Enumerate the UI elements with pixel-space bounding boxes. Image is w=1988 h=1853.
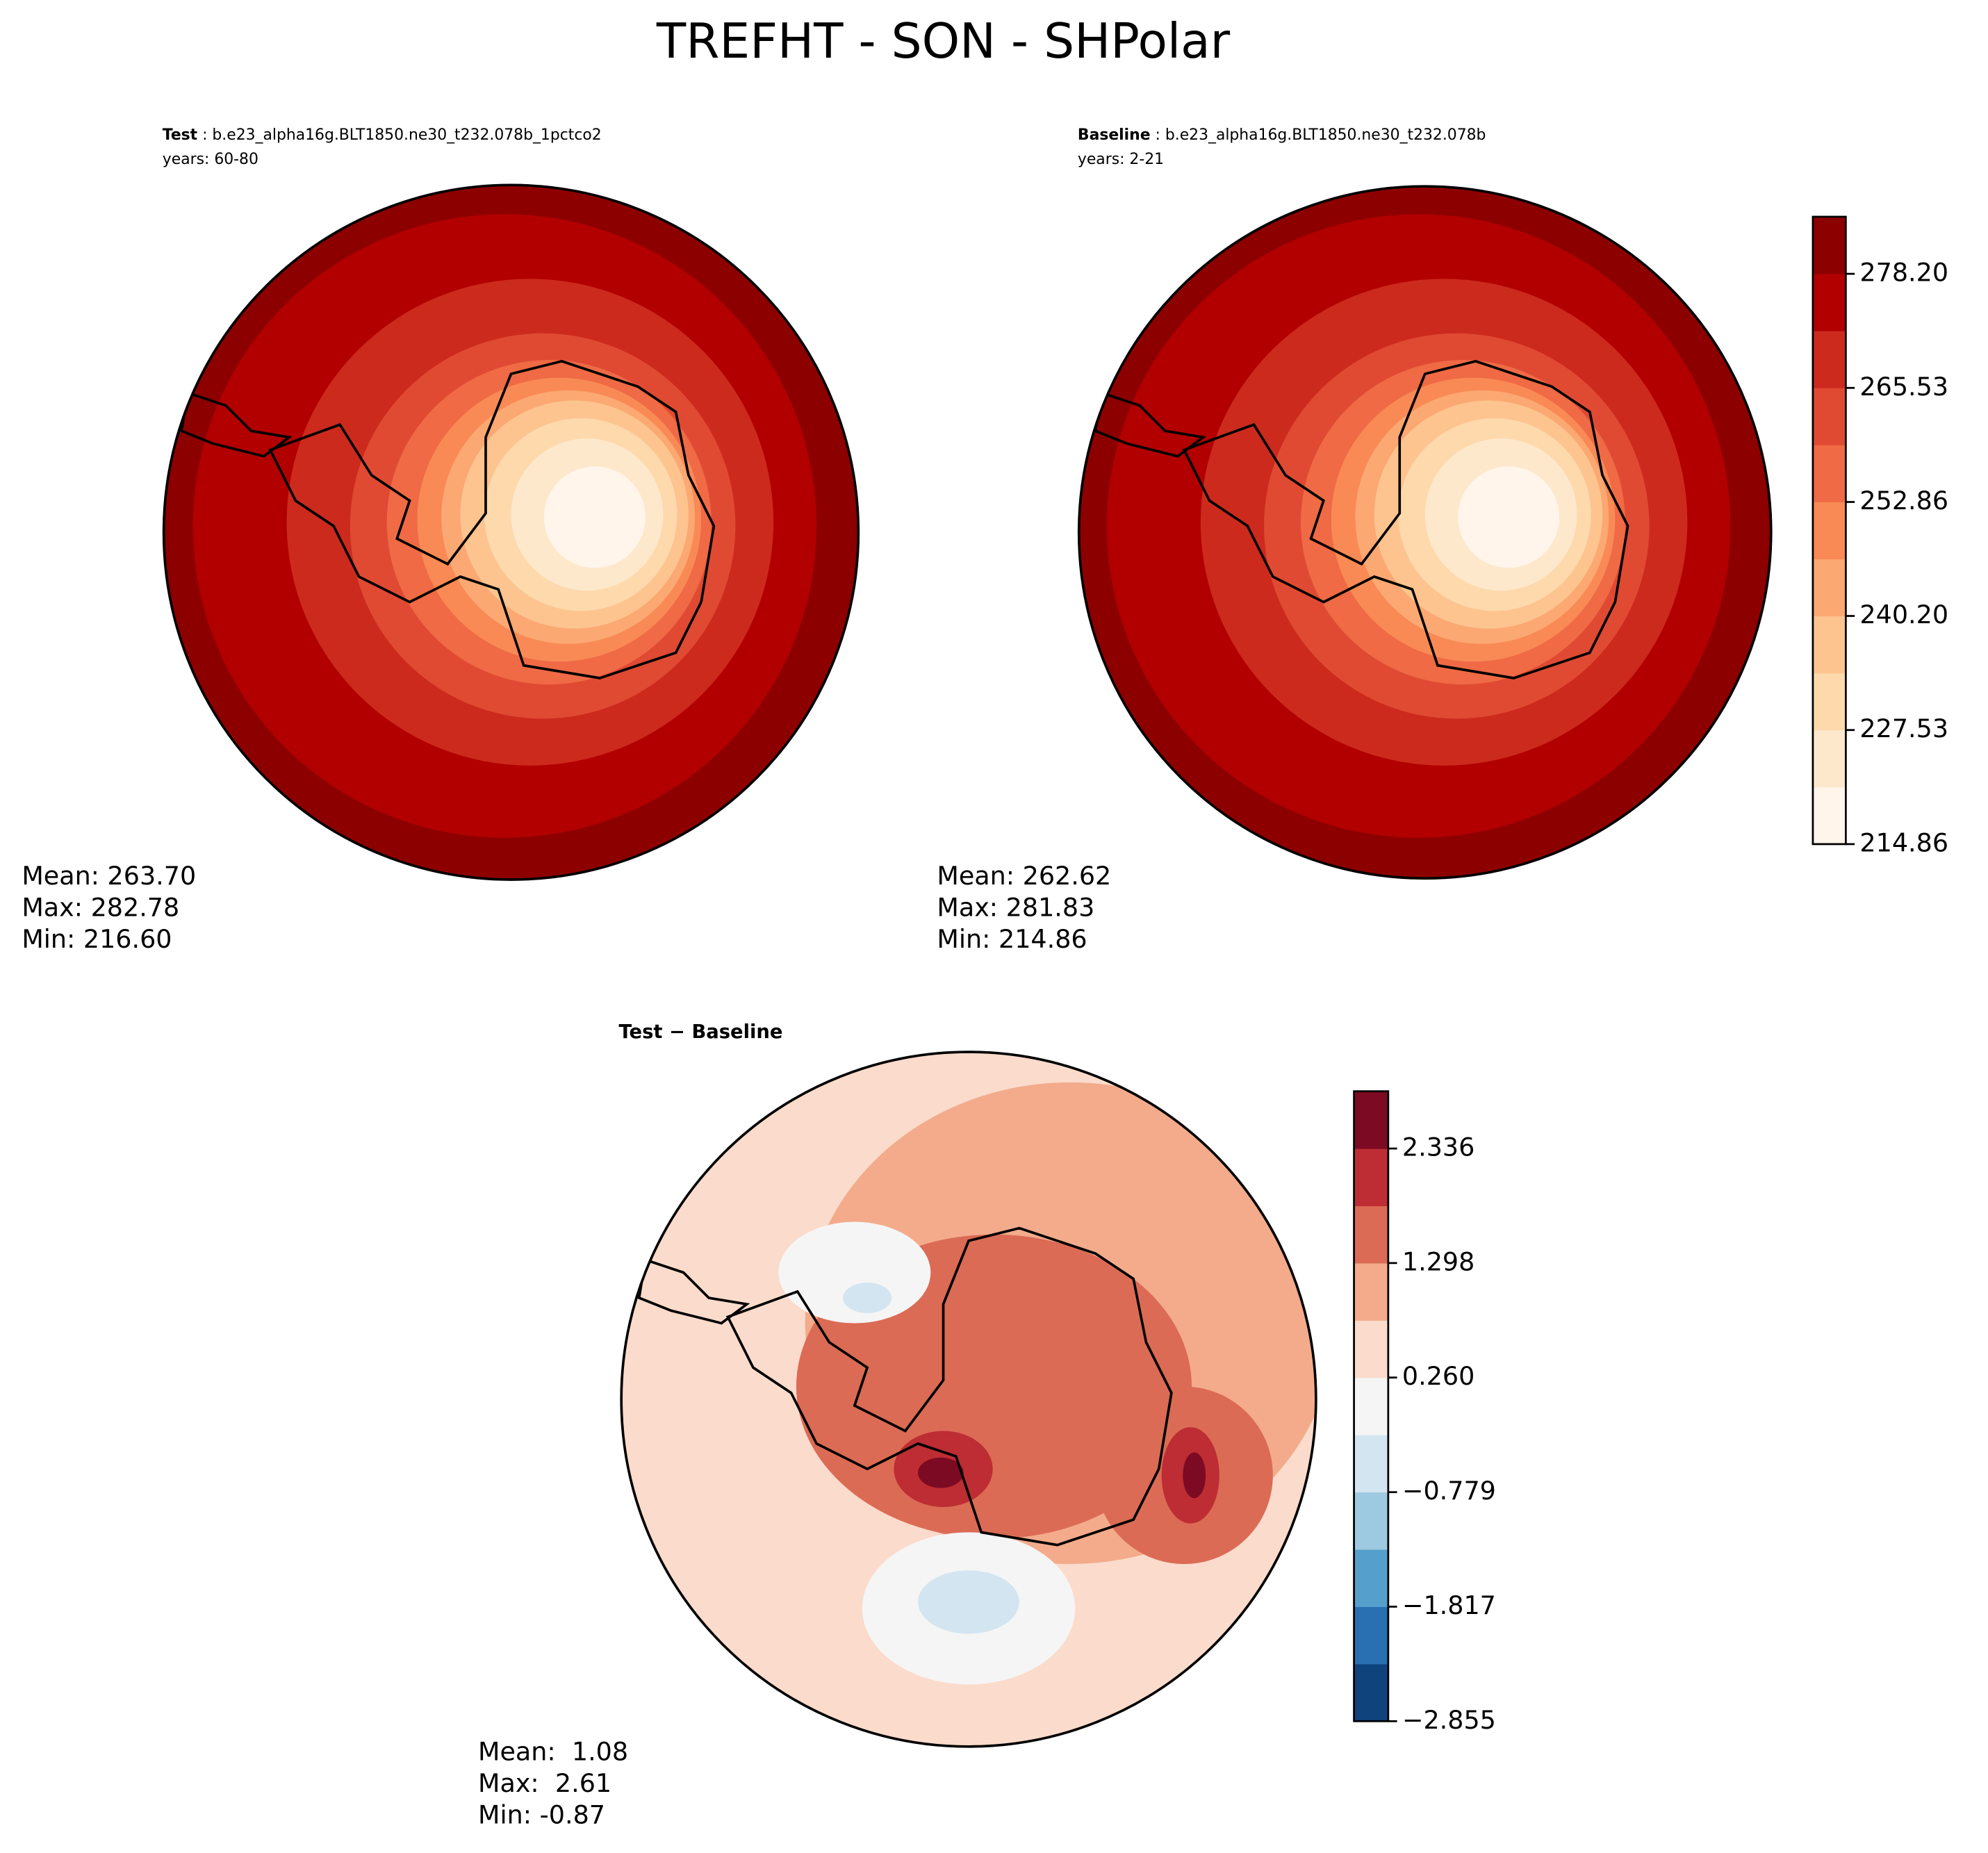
coastline [180,391,293,458]
colorbar-band [1354,1435,1388,1493]
map-field [163,185,859,880]
fields [162,183,1773,1748]
stat: Min: -0.87 [478,1800,605,1830]
contour-region [1183,1452,1206,1499]
map-boundary [620,1051,1317,1748]
coastline [268,360,716,680]
stat: Max: 281.83 [937,892,1094,922]
colorbar-band [1354,1262,1388,1321]
colorbar-band [1354,1148,1388,1207]
panel-label: Test : b.e23_alpha16g.BLT1850.ne30_t232.… [163,126,602,144]
stat: Max: 2.61 [478,1768,611,1798]
colorbar-band [1812,502,1846,560]
label-rest: : b.e23_alpha16g.BLT1850.ne30_t232.078b_… [197,126,602,144]
colorbar-band [1354,1377,1388,1435]
label-bold: Test [163,126,197,144]
colorbar-band [1354,1606,1388,1665]
colorbar-band [1354,1663,1388,1722]
coastline [637,1258,750,1325]
colorbar-band [1812,388,1846,445]
coastline [1182,360,1629,680]
contour-region [843,1283,892,1313]
colorbar-frame [1812,215,1847,846]
years: years: 60-80 [163,151,258,168]
colorbar-band [1812,673,1846,731]
colorbar-band [1812,616,1846,674]
map-boundary [1077,185,1773,880]
panel-label: Test − Baseline [619,1021,783,1043]
stat: Max: 282.78 [22,892,179,922]
colorbar-band [1812,216,1846,274]
colorbar-tick-label: −0.779 [1402,1476,1496,1506]
colorbar-tick-label: 278.20 [1859,258,1948,288]
colorbar-tick-label: −1.817 [1402,1590,1496,1620]
contour-region [1458,466,1560,568]
colorbar-band [1812,559,1846,617]
contour-region [778,1221,931,1324]
colorbar-tick-label: 2.336 [1402,1133,1474,1162]
colorbar-tick-label: 0.260 [1402,1361,1474,1391]
label-rest: : b.e23_alpha16g.BLT1850.ne30_t232.078b [1151,126,1486,144]
map-boundary [162,183,860,881]
coastline [725,1226,1173,1547]
panel-label: Baseline : b.e23_alpha16g.BLT1850.ne30_t… [1078,126,1486,144]
colorbar-band [1354,1320,1388,1378]
colorbar-band [1354,1549,1388,1607]
colorbar-tick-label: 265.53 [1859,372,1948,402]
colorbar-band [1354,1091,1388,1149]
colorbar-tick-label: 214.86 [1859,827,1948,857]
colorbar-tick-label: −2.855 [1402,1705,1496,1735]
stat: Mean: 1.08 [478,1736,628,1766]
colorbar-band [1354,1492,1388,1550]
colorbar-tick-label: 240.20 [1859,600,1948,629]
colorbar-band [1812,445,1846,502]
colorbar-tick-label: 252.86 [1859,486,1948,516]
colorbar-band [1354,1205,1388,1264]
colorbar-frame [1353,1090,1390,1722]
colorbar-band [1812,787,1846,845]
label-bold: Baseline [1078,126,1151,144]
map-field [1078,186,1771,879]
coastline [1094,391,1207,458]
map-field [621,1052,1316,1747]
colorbar-tick-label: 1.298 [1402,1246,1474,1276]
figure-title: TREFHT - SON - SHPolar [656,14,1231,69]
colorbar-band [1812,274,1846,331]
stat: Mean: 262.62 [937,861,1111,891]
colorbar-band [1812,730,1846,788]
years: years: 2-21 [1078,151,1164,168]
colorbar-tick-label: 227.53 [1859,714,1948,743]
stat: Min: 214.86 [937,924,1087,954]
stat: Min: 216.60 [22,924,172,954]
contour-region [918,1457,964,1488]
stat: Mean: 263.70 [22,861,196,891]
contour-region [918,1570,1019,1634]
colorbar-band [1812,331,1846,388]
contour-region [543,466,646,568]
